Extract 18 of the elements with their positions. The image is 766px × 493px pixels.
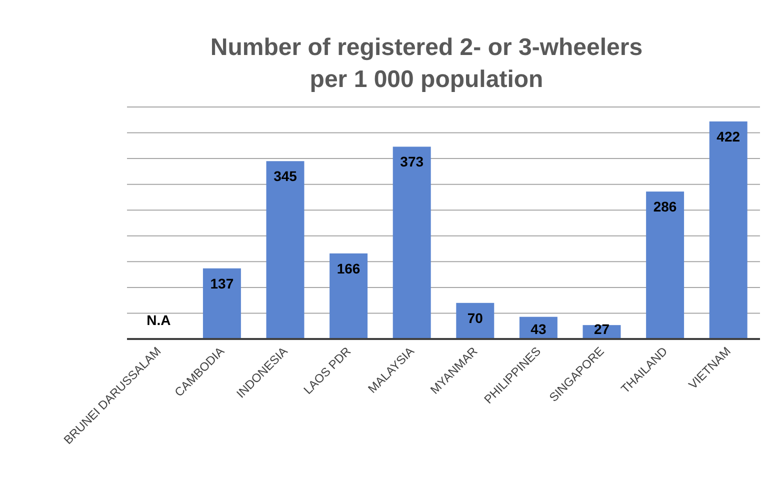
- bar: [456, 302, 494, 339]
- data-label: 422: [716, 128, 740, 144]
- data-label: 373: [400, 154, 424, 170]
- data-label: 43: [530, 321, 546, 337]
- data-label: 345: [274, 168, 298, 184]
- data-label: 166: [336, 260, 360, 276]
- bar: [709, 121, 748, 339]
- bar: [266, 161, 304, 339]
- text: N.A: [146, 312, 171, 328]
- data-label: 137: [210, 275, 234, 292]
- data-label: 70: [467, 310, 484, 326]
- bar: [202, 268, 241, 339]
- chart-title: Number of registered 2- or 3-wheelers per 1 000 population: [210, 34, 643, 93]
- data-label: 286: [653, 198, 677, 215]
- data-label: 27: [594, 321, 610, 337]
- bar: [392, 146, 431, 339]
- bar: [330, 253, 368, 339]
- bar: [646, 192, 684, 339]
